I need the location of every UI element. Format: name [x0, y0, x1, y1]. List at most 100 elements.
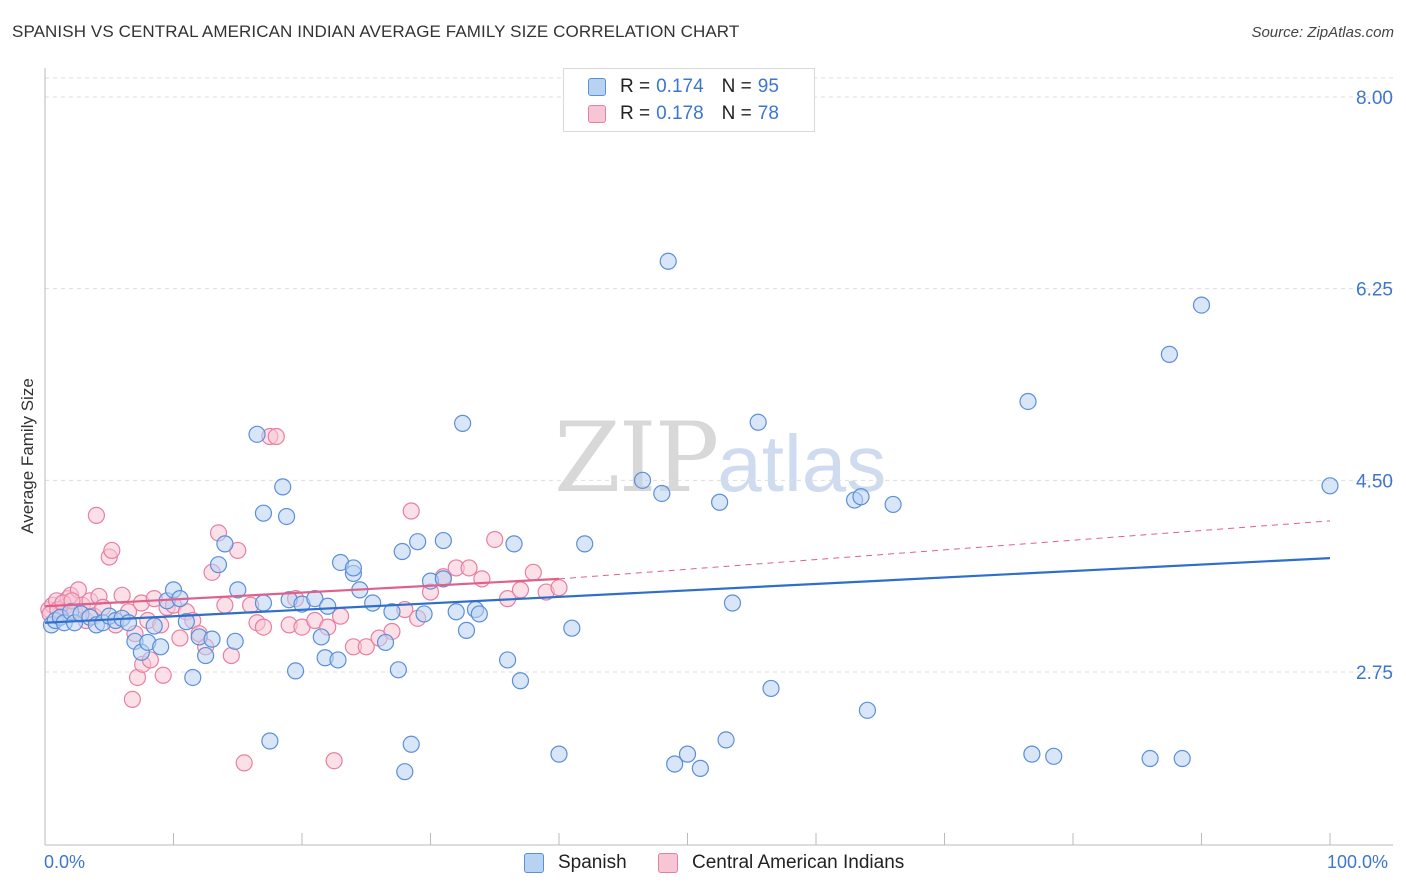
cai-point	[103, 541, 121, 560]
cai-point	[460, 559, 478, 577]
cai-point	[87, 506, 106, 524]
legend-swatch-cai	[588, 105, 606, 123]
spanish-point	[633, 471, 652, 489]
chart-title: SPANISH VS CENTRAL AMERICAN INDIAN AVERA…	[12, 22, 740, 41]
spanish-point	[209, 556, 228, 574]
spanish-point	[184, 668, 202, 687]
cai-point	[473, 570, 491, 588]
cai-point	[550, 579, 568, 597]
series-spanish	[42, 252, 1339, 781]
spanish-point	[447, 603, 465, 621]
spanish-point	[511, 672, 530, 690]
legend-r-value: 0.178	[656, 103, 704, 124]
axes	[44, 68, 1393, 846]
spanish-point	[261, 732, 279, 750]
y-tick-label: 4.50	[1356, 471, 1393, 492]
legend-swatch-spanish	[524, 853, 544, 873]
y-tick-label: 6.25	[1356, 280, 1393, 301]
spanish-point	[344, 559, 362, 577]
spanish-point	[203, 630, 221, 648]
legend-item-cai[interactable]: Central American Indians	[658, 852, 904, 874]
x-tick-label-max: 100.0%	[1327, 852, 1389, 872]
spanish-point	[383, 603, 401, 621]
spanish-point	[852, 488, 870, 506]
spanish-point	[434, 570, 452, 588]
series-legend: Spanish Central American Indians	[0, 852, 1406, 878]
spanish-point	[470, 605, 488, 623]
spanish-point	[389, 661, 407, 679]
cai-point	[216, 596, 234, 614]
spanish-point	[691, 759, 709, 777]
cai-point	[154, 666, 172, 684]
spanish-point	[1019, 392, 1037, 411]
spanish-point	[749, 413, 767, 431]
cai-point	[235, 754, 253, 772]
spanish-point	[248, 425, 266, 443]
spanish-point	[415, 605, 433, 623]
spanish-point	[226, 632, 244, 650]
legend-n-value: 95	[757, 76, 779, 97]
legend-r-value: 0.174	[656, 76, 704, 97]
cai-trend-line-solid	[44, 577, 560, 608]
spanish-point	[277, 507, 296, 526]
spanish-point	[409, 533, 427, 551]
watermark-zip: ZIP	[554, 402, 719, 514]
y-tick-labels: 2.75 4.50 6.25 8.00	[1356, 88, 1393, 684]
spanish-point	[364, 594, 382, 612]
x-tick-label-min: 0.0%	[44, 852, 86, 872]
y-axis-title: Average Family Size	[18, 378, 37, 534]
spanish-point	[457, 621, 476, 639]
legend-n-value: 78	[757, 103, 779, 124]
spanish-point	[762, 679, 780, 698]
spanish-point	[717, 731, 735, 749]
legend-item-spanish[interactable]: Spanish	[524, 852, 627, 874]
spanish-point	[254, 504, 273, 522]
spanish-point	[376, 633, 395, 652]
spanish-point	[312, 628, 330, 646]
cai-point	[402, 502, 420, 520]
y-tick-label: 8.00	[1356, 88, 1393, 109]
cai-point	[171, 629, 189, 647]
spanish-point	[659, 252, 677, 270]
cai-point	[357, 638, 375, 656]
cai-point	[486, 530, 504, 549]
legend-swatch-cai	[658, 853, 678, 873]
spanish-point	[454, 414, 472, 432]
legend-r-label: R =	[620, 76, 651, 97]
spanish-point	[119, 614, 138, 632]
legend-r-label: R =	[620, 103, 651, 124]
spanish-point	[319, 597, 337, 615]
spanish-point	[152, 638, 170, 656]
y-tick-label: 2.75	[1356, 663, 1393, 684]
spanish-point	[884, 495, 902, 514]
cai-point	[113, 586, 131, 604]
spanish-point	[576, 535, 594, 553]
spanish-point	[1160, 345, 1178, 363]
spanish-point	[274, 478, 292, 496]
cai-point	[511, 581, 530, 599]
spanish-point	[393, 542, 411, 561]
watermark: ZIPatlas	[554, 402, 886, 514]
spanish-point	[434, 531, 452, 550]
legend-row-spanish: R = 0.174 N = 95	[588, 75, 779, 99]
spanish-point	[1023, 745, 1041, 763]
spanish-point	[254, 594, 273, 612]
spanish-point	[505, 535, 523, 553]
correlation-legend: R = 0.174 N = 95 R = 0.178 N = 78	[563, 68, 815, 132]
cai-point	[267, 427, 285, 446]
spanish-point	[1321, 477, 1339, 495]
spanish-point	[858, 701, 877, 719]
spanish-point	[216, 535, 234, 553]
legend-row-cai: R = 0.178 N = 78	[588, 102, 779, 126]
cai-point	[524, 563, 542, 581]
legend-label-spanish: Spanish	[558, 852, 627, 873]
spanish-point	[499, 651, 517, 669]
cai-point	[254, 618, 273, 636]
spanish-point	[563, 619, 581, 637]
spanish-point	[286, 662, 305, 680]
legend-label-cai: Central American Indians	[692, 852, 905, 873]
spanish-point	[329, 651, 347, 669]
legend-n-label: N =	[721, 103, 752, 124]
spanish-point	[145, 617, 163, 635]
trend-lines	[44, 520, 1331, 624]
